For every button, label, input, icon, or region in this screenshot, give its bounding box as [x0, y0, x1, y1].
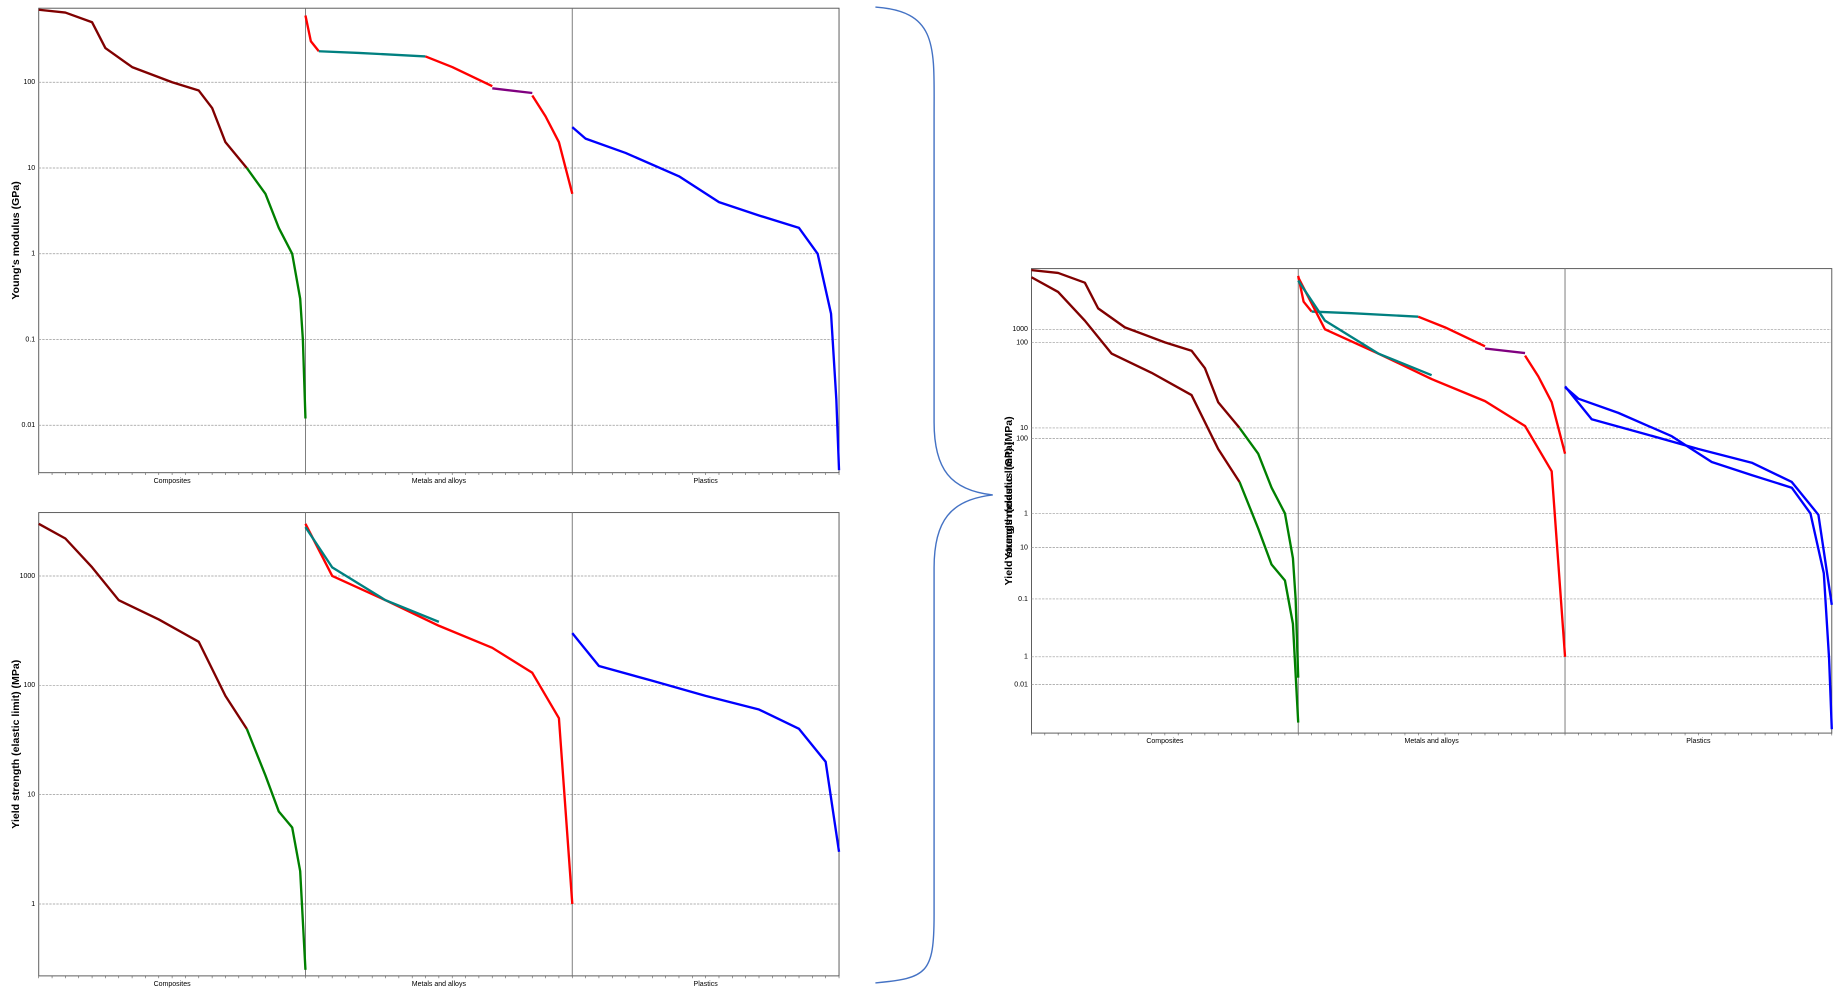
data-line [531, 94, 574, 195]
data-line [1238, 481, 1300, 723]
y-axis-label: Young's modulus (GPa) [1003, 442, 1015, 560]
y-tick-label: 100 [23, 79, 35, 86]
y-tick-label: 10 [27, 792, 35, 799]
x-category-label: Plastics [694, 981, 719, 988]
data-line [1564, 386, 1833, 730]
y-axis-label: Yield strength (elastic limit) (MPa) [10, 660, 22, 829]
data-line [425, 55, 493, 88]
data-line [492, 87, 533, 95]
data-line [571, 632, 841, 852]
y-tick-label: 10 [1020, 544, 1028, 551]
plot-area [38, 7, 840, 474]
y-axis-label: Young's modulus (GPa) [10, 181, 22, 299]
data-line [1417, 315, 1486, 348]
data-line [1524, 355, 1567, 454]
data-line [1297, 276, 1567, 657]
data-line [571, 126, 841, 471]
data-line [1030, 276, 1241, 483]
plot-area [38, 512, 840, 977]
y2-axis-label: Yield strength (elastic limit) (MPa) [1003, 416, 1015, 585]
y-tick-label: 1 [31, 251, 35, 258]
data-line [304, 526, 440, 623]
x-category-label: Composites [154, 478, 192, 485]
y-tick-label: 0.1 [1018, 596, 1028, 603]
data-line [1484, 347, 1526, 355]
y-tick-label: 1000 [1012, 326, 1028, 333]
data-line [1238, 427, 1300, 678]
y-tick-label: 0.01 [22, 422, 36, 429]
y-tick-label: 1 [1024, 510, 1028, 517]
data-line [245, 167, 307, 419]
data-line [304, 15, 320, 52]
plot-area [1031, 268, 1833, 734]
y-tick-label: 1 [1024, 654, 1028, 661]
data-line [304, 523, 574, 905]
data-line [1564, 385, 1833, 605]
data-line [1311, 310, 1419, 318]
data-line [38, 8, 248, 169]
y-tick-label: 0.1 [25, 336, 35, 343]
y-tick-label: 100 [1016, 339, 1028, 346]
x-category-label: Plastics [1686, 738, 1711, 745]
y-tick-label: 100 [1016, 435, 1028, 442]
y-tick-label: 1 [31, 901, 35, 908]
brace [875, 6, 993, 984]
x-category-label: Plastics [694, 478, 719, 485]
x-category-label: Metals and alloys [412, 981, 467, 988]
x-category-label: Composites [154, 981, 192, 988]
y-tick-label: 10 [1020, 425, 1028, 432]
data-line [245, 728, 307, 970]
data-line [318, 50, 426, 58]
y-tick-label: 0.01 [1014, 681, 1028, 688]
data-line [1031, 268, 1241, 429]
data-line [1297, 279, 1433, 377]
y-tick-label: 10 [27, 165, 35, 172]
data-line [38, 522, 248, 730]
x-category-label: Metals and alloys [412, 478, 467, 485]
y-tick-label: 1000 [20, 573, 36, 580]
x-category-label: Metals and alloys [1405, 738, 1460, 745]
x-category-label: Composites [1146, 738, 1184, 745]
y-tick-label: 100 [23, 682, 35, 689]
